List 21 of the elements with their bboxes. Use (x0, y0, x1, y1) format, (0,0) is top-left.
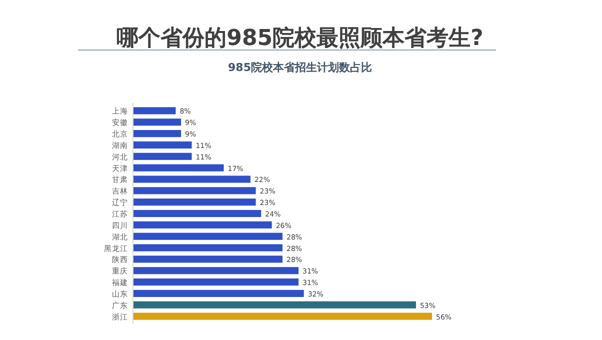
bar (133, 107, 176, 114)
bar (133, 210, 262, 218)
bar (133, 187, 256, 194)
bar (133, 118, 182, 126)
bar (133, 301, 416, 308)
bar (133, 176, 250, 183)
bar (133, 290, 304, 297)
chart-subtitle: 985院校本省招生计划数占比 (228, 61, 372, 74)
bar (133, 278, 299, 286)
bar (133, 232, 282, 240)
bar (133, 244, 282, 252)
chart-title: 哪个省份的985院校最照顾本省考生? (116, 26, 484, 51)
bar (133, 130, 182, 138)
bar (133, 256, 282, 263)
bar (133, 164, 224, 172)
bar (133, 141, 192, 149)
bar (133, 221, 272, 228)
bar (133, 312, 432, 320)
bar (133, 152, 192, 160)
bar (133, 267, 299, 274)
bar (133, 198, 256, 206)
